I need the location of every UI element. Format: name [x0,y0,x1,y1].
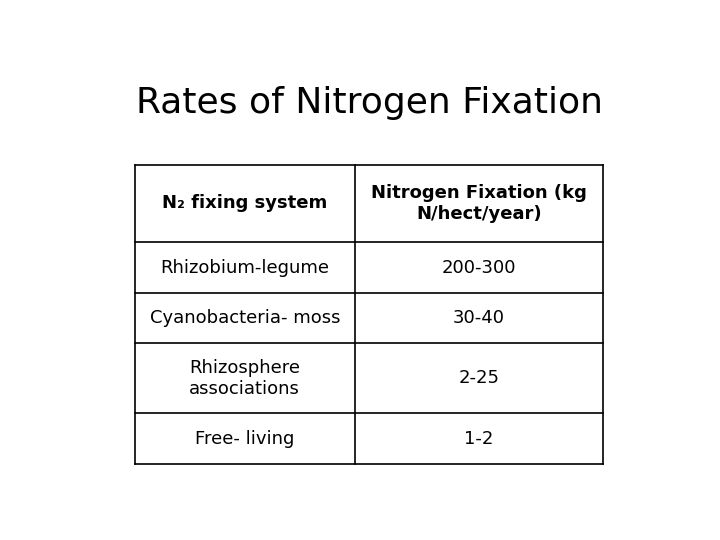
Text: Free- living: Free- living [195,430,294,448]
Text: 30-40: 30-40 [453,309,505,327]
Text: Rates of Nitrogen Fixation: Rates of Nitrogen Fixation [135,85,603,119]
Text: 1-2: 1-2 [464,430,494,448]
Text: 2-25: 2-25 [459,369,500,387]
Text: Rhizosphere
associations: Rhizosphere associations [189,359,300,398]
Text: N₂ fixing system: N₂ fixing system [162,194,328,212]
Text: Cyanobacteria- moss: Cyanobacteria- moss [150,309,340,327]
Text: 200-300: 200-300 [442,259,516,276]
Text: Rhizobium-legume: Rhizobium-legume [161,259,329,276]
Text: Nitrogen Fixation (kg
N/hect/year): Nitrogen Fixation (kg N/hect/year) [372,184,587,223]
